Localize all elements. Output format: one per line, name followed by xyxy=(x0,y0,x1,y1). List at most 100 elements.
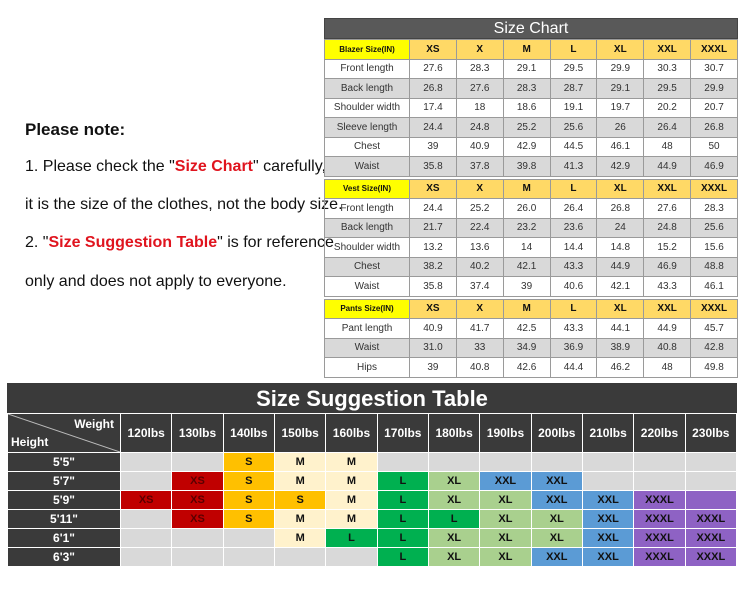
measurement-value: 27.6 xyxy=(409,58,457,79)
height-label-cell: 5'9" xyxy=(7,490,121,510)
weight-header: 150lbs xyxy=(273,413,327,453)
section-header-row: Vest Size(IN) XS X M L XL XXL XXXL xyxy=(324,178,738,199)
size-header: XXL xyxy=(643,298,692,319)
height-label: Height xyxy=(11,435,49,449)
measurement-value: 18.6 xyxy=(502,97,551,118)
measurement-value: 40.2 xyxy=(455,256,504,277)
suggested-size-cell: XXXL xyxy=(633,547,686,567)
size-header: M xyxy=(502,178,551,199)
measurement-row: Waist 31.0 33 34.9 36.9 38.9 40.8 42.8 xyxy=(324,337,738,358)
height-row: 6'1" M L L XL XL XL XXL XXXL XXXL xyxy=(7,528,738,548)
measurement-value: 43.3 xyxy=(643,276,692,297)
measurement-name: Chest xyxy=(324,256,410,277)
height-row: 5'5" S M M xyxy=(7,452,738,472)
suggested-size-cell: S xyxy=(222,452,275,472)
suggested-size-cell xyxy=(119,547,173,567)
suggested-size-cell: XL xyxy=(479,528,532,548)
suggested-size-cell: XXXL xyxy=(633,490,686,510)
measurement-value: 35.8 xyxy=(409,156,457,177)
suggested-size-cell: L xyxy=(376,528,429,548)
measurement-value: 28.3 xyxy=(502,78,551,99)
text: " is for reference xyxy=(217,234,334,251)
suggested-size-cell: XS xyxy=(119,490,173,510)
measurement-value: 40.9 xyxy=(409,318,457,339)
measurement-row: Chest 38.2 40.2 42.1 43.3 44.9 46.9 48.8 xyxy=(324,256,738,277)
height-label-cell: 5'5" xyxy=(7,452,121,472)
measurement-value: 29.1 xyxy=(502,58,551,79)
measurement-value: 26.8 xyxy=(690,117,738,138)
suggested-size-cell xyxy=(376,452,429,472)
height-row: 5'7" XS S M M L XL XXL XXL xyxy=(7,471,738,491)
measurement-value: 36.9 xyxy=(549,337,598,358)
suggested-size-cell: XS xyxy=(171,509,224,529)
measurement-value: 23.6 xyxy=(549,217,598,238)
suggested-size-cell: S xyxy=(273,490,327,510)
suggested-size-cell: L xyxy=(325,528,378,548)
suggestion-table-ref: Size Suggestion Table xyxy=(48,234,218,251)
size-header: XS xyxy=(409,39,457,60)
note-heading: Please note: xyxy=(25,120,126,139)
suggested-size-cell xyxy=(119,528,173,548)
section-header-row: Pants Size(IN) XS X M L XL XXL XXXL xyxy=(324,298,738,319)
weight-header: 160lbs xyxy=(325,413,378,453)
size-header: XL xyxy=(596,39,645,60)
measurement-row: Front length 27.6 28.3 29.1 29.5 29.9 30.3 30.7 xyxy=(324,58,738,79)
suggested-size-cell: XXL xyxy=(581,547,635,567)
measurement-value: 46.2 xyxy=(596,357,645,378)
text: 1. Please check the " xyxy=(25,158,175,175)
measurement-value: 17.4 xyxy=(409,97,457,118)
suggested-size-cell xyxy=(684,471,738,491)
measurement-value: 27.6 xyxy=(643,198,692,219)
weight-header: 130lbs xyxy=(171,413,224,453)
measurement-value: 25.6 xyxy=(549,117,598,138)
measurement-value: 46.1 xyxy=(596,136,645,157)
measurement-name: Hips xyxy=(324,357,410,378)
section-label: Blazer Size(IN) xyxy=(324,39,410,60)
measurement-value: 43.3 xyxy=(549,318,598,339)
size-header: L xyxy=(549,39,598,60)
measurement-value: 42.1 xyxy=(596,276,645,297)
measurement-value: 33 xyxy=(455,337,504,358)
measurement-value: 34.9 xyxy=(502,337,551,358)
suggested-size-cell xyxy=(325,547,378,567)
height-row: 5'9" XS XS S S M L XL XL XXL XXL XXXL xyxy=(7,490,738,510)
measurement-value: 48 xyxy=(643,136,692,157)
size-section-table: Pants Size(IN) XS X M L XL XXL XXXL Pant length 4… xyxy=(324,298,738,378)
measurement-value: 35.8 xyxy=(409,276,457,297)
suggested-size-cell: XXL xyxy=(530,471,583,491)
measurement-value: 42.9 xyxy=(502,136,551,157)
measurement-value: 46.9 xyxy=(643,256,692,277)
measurement-row: Back length 21.7 22.4 23.2 23.6 24 24.8 25.6 xyxy=(324,217,738,238)
size-section-table: Vest Size(IN) XS X M L XL XXL XXXL Front length 2… xyxy=(324,178,738,297)
suggested-size-cell: M xyxy=(325,471,378,491)
note-line-4: only and does not apply to everyone. xyxy=(25,273,287,290)
size-header: L xyxy=(549,178,598,199)
suggested-size-cell: M xyxy=(273,509,327,529)
suggested-size-cell xyxy=(119,471,173,491)
measurement-value: 29.5 xyxy=(643,78,692,99)
measurement-name: Back length xyxy=(324,217,410,238)
size-header: L xyxy=(549,298,598,319)
measurement-value: 48.8 xyxy=(690,256,738,277)
size-chart-ref: Size Chart xyxy=(174,158,254,175)
suggested-size-cell xyxy=(273,547,327,567)
weight-label: Weight xyxy=(74,417,114,431)
measurement-value: 26 xyxy=(596,117,645,138)
measurement-value: 24.8 xyxy=(643,217,692,238)
measurement-value: 30.3 xyxy=(643,58,692,79)
suggested-size-cell xyxy=(427,452,481,472)
measurement-value: 24 xyxy=(596,217,645,238)
measurement-value: 25.6 xyxy=(690,217,738,238)
suggested-size-cell xyxy=(119,452,173,472)
measurement-value: 23.2 xyxy=(502,217,551,238)
measurement-value: 43.3 xyxy=(549,256,598,277)
measurement-value: 31.0 xyxy=(409,337,457,358)
measurement-value: 39 xyxy=(409,136,457,157)
measurement-value: 49.8 xyxy=(690,357,738,378)
size-header: XS xyxy=(409,298,457,319)
note-line-3: 2. "Size Suggestion Table" is for refere… xyxy=(25,234,334,252)
measurement-value: 44.9 xyxy=(596,256,645,277)
suggested-size-cell: XXL xyxy=(581,528,635,548)
measurement-value: 42.1 xyxy=(502,256,551,277)
measurement-value: 29.1 xyxy=(596,78,645,99)
